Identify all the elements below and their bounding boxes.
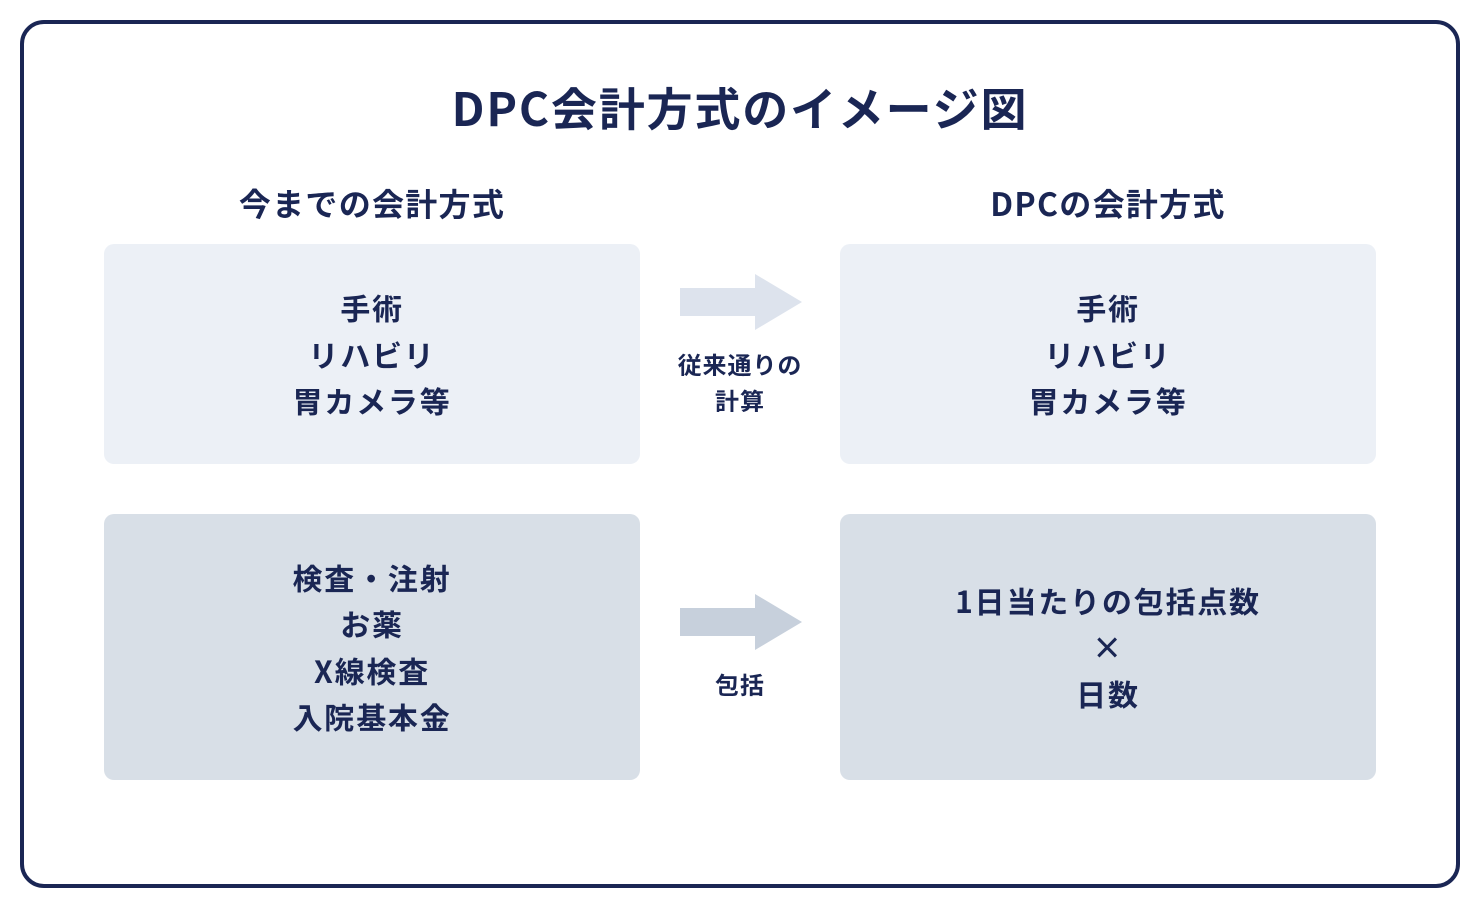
card-line: 検査・注射	[293, 554, 452, 601]
arrow-label-line: 計算	[715, 382, 765, 417]
diagram-frame: DPC会計方式のイメージ図 今までの会計方式 DPCの会計方式 手術 リハビリ …	[20, 20, 1460, 888]
row2-arrow-label: 包括	[715, 666, 765, 702]
row1-right-card: 手術 リハビリ 胃カメラ等	[840, 244, 1376, 464]
arrow-label-line: 包括	[715, 666, 765, 701]
main-title: DPC会計方式のイメージ図	[104, 74, 1376, 140]
arrow-right-icon	[670, 272, 810, 332]
row-2: 検査・注射 お薬 X線検査 入院基本金 包括 1日当たりの包括点数 × 日数	[104, 514, 1376, 780]
row2-arrow-column: 包括	[640, 514, 840, 780]
header-spacer	[640, 180, 840, 226]
card-line: リハビリ	[308, 331, 435, 378]
arrow-label-line: 従来通りの	[678, 346, 803, 381]
row1-arrow-label: 従来通りの 計算	[678, 346, 803, 418]
card-line: 手術	[340, 284, 404, 331]
card-line: 日数	[1076, 670, 1140, 717]
card-line: X線検査	[314, 647, 430, 694]
card-line: お薬	[340, 600, 404, 647]
row-1: 手術 リハビリ 胃カメラ等 従来通りの 計算 手術 リハビリ 胃カメラ等	[104, 244, 1376, 464]
right-column-heading: DPCの会計方式	[840, 180, 1376, 226]
card-line: 1日当たりの包括点数	[955, 577, 1261, 624]
left-column-heading: 今までの会計方式	[104, 180, 640, 226]
columns-header: 今までの会計方式 DPCの会計方式	[104, 180, 1376, 226]
row2-right-card: 1日当たりの包括点数 × 日数	[840, 514, 1376, 780]
card-line: 胃カメラ等	[293, 377, 452, 424]
arrow-right-icon	[670, 592, 810, 652]
card-line: 手術	[1076, 284, 1140, 331]
row1-left-card: 手術 リハビリ 胃カメラ等	[104, 244, 640, 464]
card-line: 入院基本金	[293, 693, 452, 740]
card-line: 胃カメラ等	[1029, 377, 1188, 424]
card-line: リハビリ	[1044, 331, 1171, 378]
card-line: ×	[1092, 623, 1124, 670]
row1-arrow-column: 従来通りの 計算	[640, 244, 840, 464]
row2-left-card: 検査・注射 お薬 X線検査 入院基本金	[104, 514, 640, 780]
